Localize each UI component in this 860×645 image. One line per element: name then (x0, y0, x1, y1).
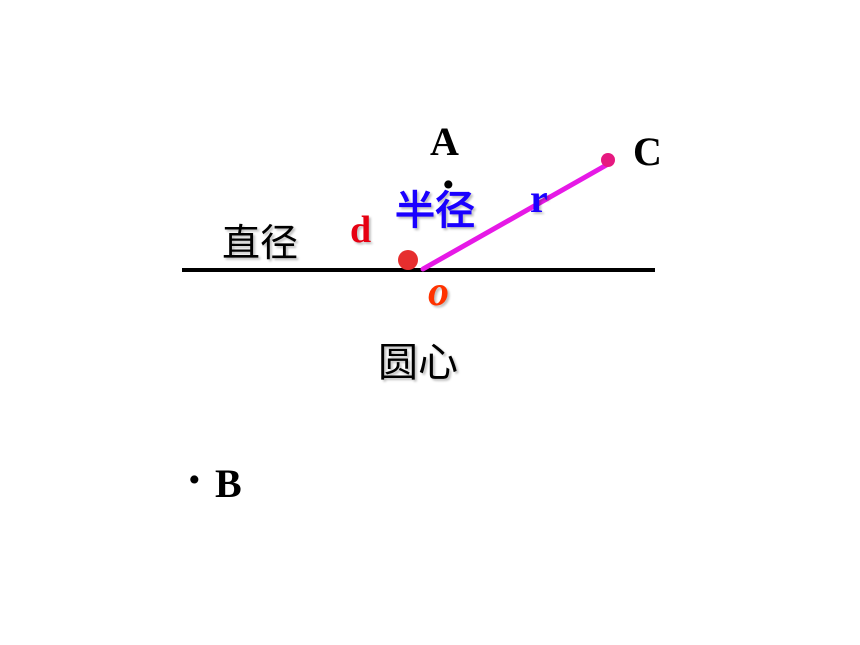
r-label: r (530, 175, 548, 222)
point-b-dot: · (186, 450, 203, 508)
point-c-label: C (633, 128, 662, 175)
point-b-label: B (215, 460, 242, 507)
d-label: d (350, 208, 371, 252)
center-dot (398, 250, 418, 270)
origin-o-label: o (428, 268, 449, 316)
diagram-svg (0, 0, 860, 645)
point-c-dot (601, 153, 615, 167)
diameter-label: 直径 (222, 212, 298, 267)
center-label: 圆心 (378, 330, 458, 388)
diagram-canvas: A · C 直径 d 半径 r o 圆心 · B (0, 0, 860, 645)
radius-label: 半径 (395, 178, 475, 236)
